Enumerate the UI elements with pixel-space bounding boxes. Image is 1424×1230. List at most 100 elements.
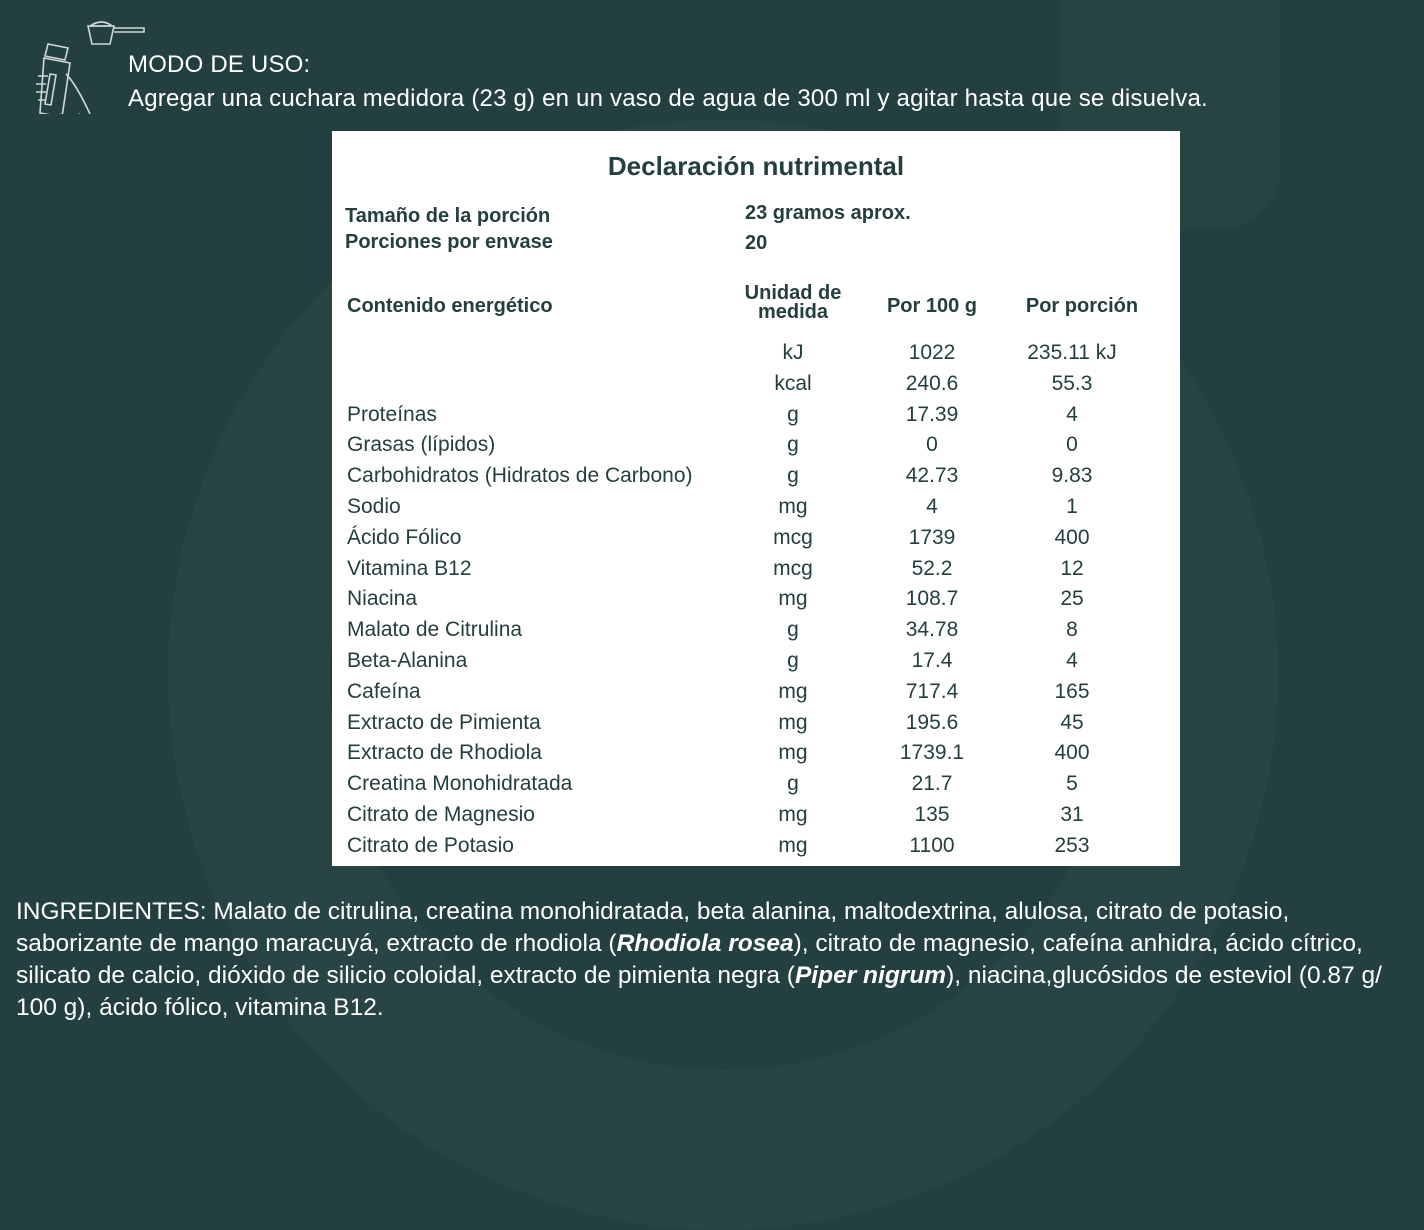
per-portion-cell: 9.83: [1051, 464, 1093, 488]
ingredients-part: ), citrato de magnesio, cafeína anhidra,…: [16, 930, 1363, 989]
per100-cell: 34.78: [905, 618, 959, 642]
per100-cell: 4: [926, 495, 938, 518]
header-unit-line1: Unidad de: [744, 282, 842, 304]
per100-cell: 135: [914, 803, 950, 826]
nutrient-name: Malato de Citrulina: [347, 618, 523, 642]
per-portion-cell: 25: [1060, 587, 1084, 611]
table-row: Citrato de Magnesio mg 135 31: [332, 803, 1180, 834]
per100-cell: 717.4: [905, 679, 959, 703]
nutrient-name: Citrato de Magnesio: [347, 803, 535, 826]
servings-value: 20: [745, 232, 768, 254]
unit-cell: kcal: [774, 371, 812, 395]
nutrient-name: Carbohidratos (Hidratos de Carbono): [347, 464, 693, 488]
shaker-and-scoop-icon: [36, 21, 145, 114]
per-portion-cell: 4: [1066, 402, 1078, 426]
header-per100: Por 100 g: [886, 295, 978, 317]
per-portion-cell: 1: [1066, 495, 1078, 518]
per-portion-cell: 0: [1066, 433, 1078, 457]
ingredients-part: ), niacina,glucósidos de esteviol (0.87 …: [16, 962, 1382, 1021]
unit-cell: mcg: [773, 556, 813, 580]
table-row: Carbohidratos (Hidratos de Carbono) g 42.7…: [332, 464, 1180, 495]
header-unit: Unidad de medida: [728, 282, 858, 323]
per100-cell: 195.6: [905, 710, 959, 734]
table-row: kJ 1022 235.11 kJ: [332, 341, 1180, 372]
unit-cell: mg: [778, 710, 808, 734]
unit-cell: kJ: [782, 341, 804, 364]
table-row: Beta-Alanina g 17.4 4: [332, 649, 1180, 680]
nutrient-name: Sodio: [347, 495, 401, 518]
per-portion-cell: 45: [1060, 710, 1084, 734]
unit-cell: g: [787, 402, 799, 426]
nutrition-title: Declaración nutrimental: [607, 151, 905, 181]
nutrient-name: Extracto de Pimienta: [347, 710, 541, 734]
ingredients-part: INGREDIENTES: Malato de citrulina, creat…: [16, 898, 1290, 957]
nutrient-name: Vitamina B12: [347, 556, 472, 580]
per100-cell: 42.73: [905, 464, 959, 488]
per100-cell: 17.39: [905, 402, 959, 426]
nutrient-name: Beta-Alanina: [347, 649, 468, 672]
nutrient-name: Citrato de Potasio: [347, 833, 514, 857]
usage-title: MODO DE USO:: [128, 51, 311, 78]
per-portion-cell: 400: [1054, 525, 1090, 549]
unit-cell: g: [787, 618, 799, 642]
table-row: Vitamina B12 mcg 52.2 12: [332, 557, 1180, 588]
nutrient-name: Proteínas: [347, 402, 437, 426]
unit-cell: g: [787, 649, 799, 672]
unit-cell: mg: [778, 679, 808, 703]
usage-section: MODO DE USO: Agregar una cuchara medidor…: [128, 48, 1208, 116]
per100-cell: 17.4: [911, 649, 953, 672]
table-row: Extracto de Pimienta mg 195.6 45: [332, 711, 1180, 742]
nutrient-name: Cafeína: [347, 679, 421, 703]
serving-size-value: 23 gramos aprox.: [745, 202, 911, 224]
unit-cell: mg: [778, 495, 808, 518]
servings-label: Porciones por envase: [345, 231, 553, 253]
table-row: Cafeína mg 717.4 165: [332, 680, 1180, 711]
per-portion-cell: 8: [1066, 618, 1078, 642]
nutrient-name: Niacina: [347, 587, 418, 611]
table-row: Extracto de Rhodiola mg 1739.1 400: [332, 741, 1180, 772]
table-row: Proteínas g 17.39 4: [332, 403, 1180, 434]
table-row: Niacina mg 108.7 25: [332, 587, 1180, 618]
per100-cell: 1100: [909, 833, 955, 857]
per-portion-cell: 235.11 kJ: [1027, 341, 1117, 364]
per-portion-cell: 165: [1054, 679, 1090, 703]
per-portion-cell: 5: [1066, 772, 1078, 796]
per100-cell: 0: [926, 433, 938, 457]
unit-cell: mg: [778, 803, 808, 826]
table-row: Sodio mg 4 1: [332, 495, 1180, 526]
per100-cell: 1022: [908, 341, 956, 364]
unit-cell: mcg: [773, 525, 813, 549]
per100-cell: 108.7: [905, 587, 959, 611]
header-energy: Contenido energético: [347, 295, 553, 317]
per100-cell: 21.7: [911, 772, 953, 796]
ingredients-scientific-name: Piper nigrum: [794, 962, 947, 989]
nutrition-panel: Declaración nutrimental Tamaño de la por…: [332, 131, 1180, 866]
usage-instructions: Agregar una cuchara medidora (23 g) en u…: [128, 85, 1208, 112]
unit-cell: g: [787, 464, 799, 488]
table-row: kcal 240.6 55.3: [332, 372, 1180, 403]
ingredients-text: INGREDIENTES: Malato de citrulina, creat…: [16, 896, 1416, 1024]
per-portion-cell: 55.3: [1051, 371, 1093, 395]
per-portion-cell: 12: [1060, 556, 1084, 580]
per-portion-cell: 31: [1060, 803, 1084, 826]
table-row: Citrato de Potasio mg 1100 253: [332, 834, 1180, 865]
header-unit-line2: medida: [757, 301, 829, 323]
unit-cell: mg: [778, 833, 808, 857]
unit-cell: mg: [778, 587, 808, 611]
table-row: Ácido Fólico mcg 1739 400: [332, 526, 1180, 557]
table-row: Creatina Monohidratada g 21.7 5: [332, 772, 1180, 803]
serving-size-label: Tamaño de la porción: [345, 205, 551, 227]
nutrient-name: Creatina Monohidratada: [347, 772, 573, 796]
per-portion-cell: 253: [1054, 833, 1090, 857]
per100-cell: 1739.1: [899, 741, 965, 765]
header-per-portion: Por porción: [1025, 295, 1139, 317]
per100-cell: 1739: [908, 525, 956, 549]
nutrient-name: Grasas (lípidos): [347, 433, 496, 457]
per100-cell: 52.2: [911, 556, 953, 580]
per100-cell: 240.6: [905, 371, 959, 395]
ingredients-scientific-name: Rhodiola rosea: [616, 930, 794, 957]
unit-cell: g: [787, 772, 799, 796]
nutrient-name: Ácido Fólico: [347, 525, 462, 549]
unit-cell: mg: [778, 741, 808, 765]
per-portion-cell: 4: [1066, 649, 1078, 672]
